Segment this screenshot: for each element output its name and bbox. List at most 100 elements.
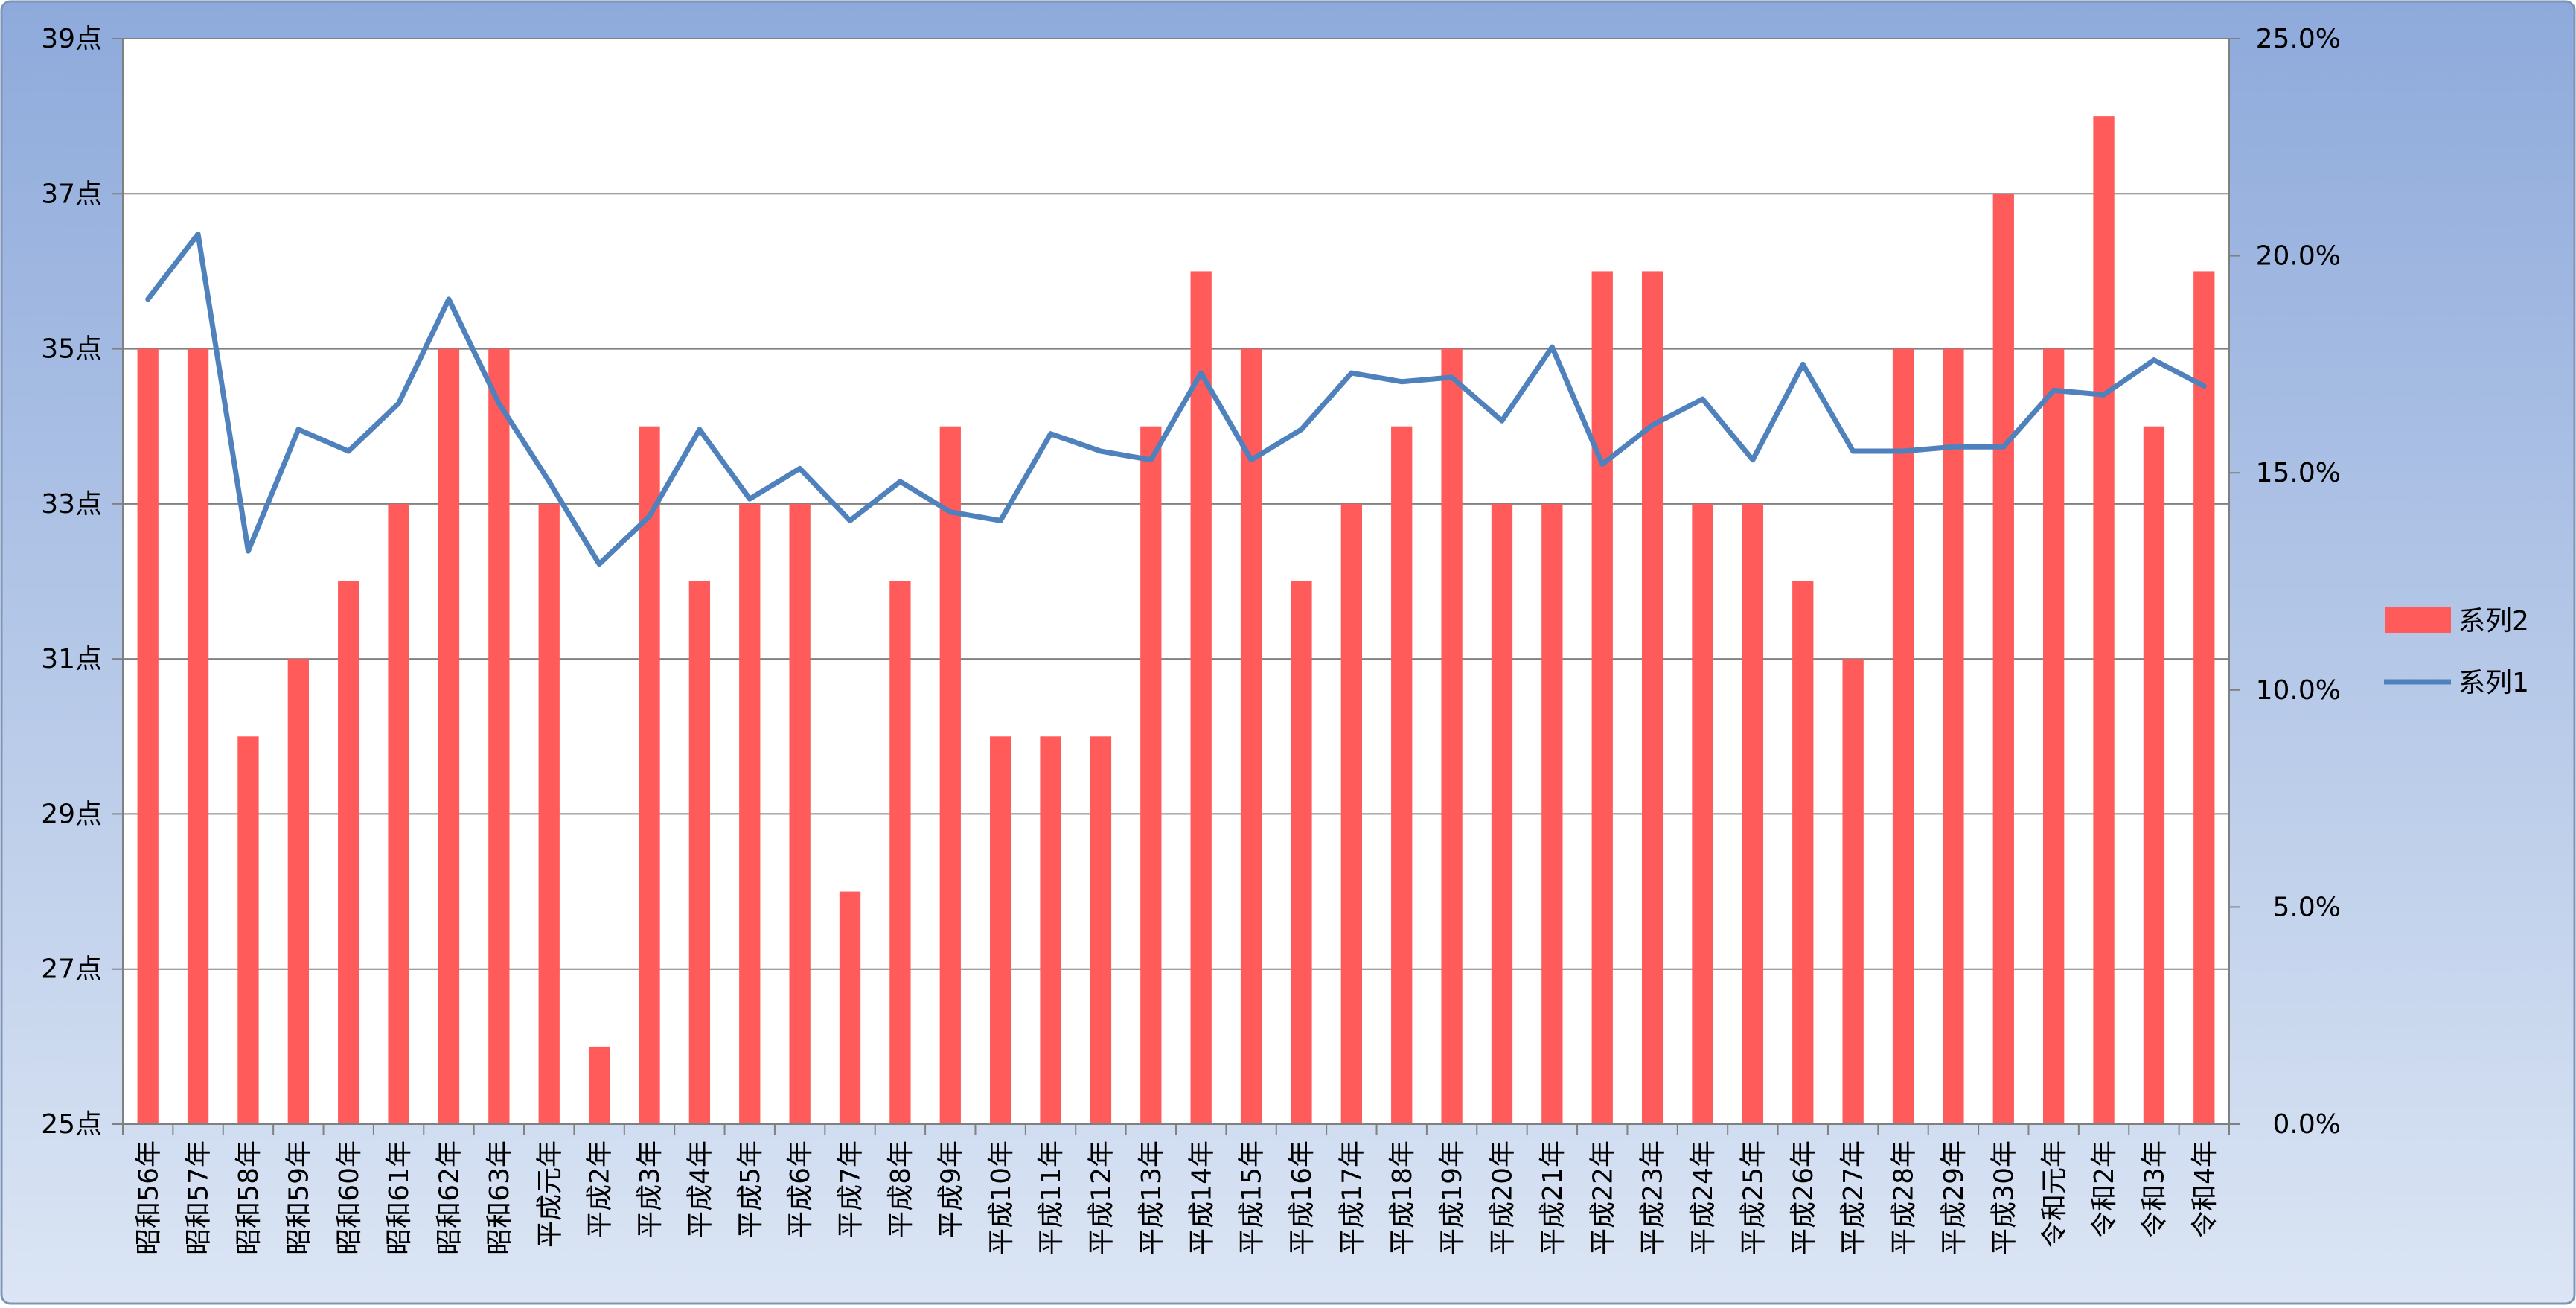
line-point — [548, 480, 550, 482]
legend-label: 系列1 — [2458, 668, 2529, 698]
x-tick-label: 令和4年 — [2190, 1140, 2220, 1238]
x-tick-label: 平成22年 — [1588, 1140, 1618, 1255]
line-point — [1601, 463, 1603, 465]
x-axis-ticks: 昭和56年 昭和57年 昭和58年 昭和59年 昭和60年 昭和61年 昭和62年 昭和63年… — [122, 1124, 2230, 1255]
line-point — [1902, 450, 1905, 453]
x-tick-label: 平成30年 — [1989, 1140, 2019, 1255]
line-point — [2002, 446, 2004, 448]
bar — [688, 581, 711, 1124]
bar — [1090, 736, 1112, 1124]
bar — [2193, 271, 2215, 1124]
x-tick-label: 令和3年 — [2140, 1140, 2170, 1238]
line-point — [1350, 372, 1352, 374]
bar — [1190, 271, 1212, 1124]
x-tick-label: 平成21年 — [1538, 1140, 1568, 1255]
bar — [1992, 194, 2014, 1125]
legend: 系列2 系列1 — [2384, 606, 2529, 698]
right-axis-ticks: 0.0% 5.0% 10.0% 15.0% 20.0% 25.0% — [2229, 24, 2341, 1140]
bar — [1040, 736, 1061, 1124]
x-tick-label: 平成17年 — [1337, 1140, 1367, 1255]
x-tick-label: 平成23年 — [1638, 1140, 1669, 1255]
left-tick-label: 29点 — [41, 799, 102, 829]
plot-area — [123, 39, 2229, 1124]
line-point — [1802, 363, 1804, 366]
x-tick-label: 平成2年 — [585, 1140, 616, 1238]
x-tick-label: 平成27年 — [1838, 1140, 1869, 1255]
x-tick-label: 平成29年 — [1939, 1140, 1969, 1255]
bar — [137, 348, 159, 1125]
line-point — [949, 511, 951, 513]
right-tick-label: 20.0% — [2256, 241, 2341, 272]
line-series — [145, 231, 2207, 567]
bar — [388, 503, 409, 1124]
bar — [438, 348, 460, 1125]
x-tick-label: 平成24年 — [1688, 1140, 1719, 1255]
line-point — [1300, 428, 1303, 430]
line-point — [1099, 450, 1102, 453]
line-point — [648, 515, 651, 517]
line-point — [1701, 398, 1704, 401]
bar — [1391, 426, 1413, 1124]
bar — [237, 736, 259, 1124]
line-point — [1652, 424, 1654, 427]
bar — [1943, 348, 1964, 1125]
x-tick-label: 令和2年 — [2089, 1140, 2120, 1238]
line-point — [197, 233, 199, 235]
bar — [1140, 426, 1162, 1124]
line-point — [1401, 380, 1403, 383]
bar — [889, 581, 911, 1124]
bar — [1491, 503, 1513, 1124]
bar — [2143, 426, 2165, 1124]
bar — [1441, 348, 1463, 1125]
left-axis-ticks: 25点 27点 29点 31点 33点 35点 37点 39点 — [41, 24, 123, 1140]
line-point — [1952, 446, 1955, 448]
line-point — [1000, 520, 1002, 522]
bar — [1291, 581, 1312, 1124]
left-tick-label: 35点 — [41, 334, 102, 365]
line-point — [799, 468, 801, 470]
x-tick-label: 平成25年 — [1738, 1140, 1768, 1255]
line-point — [147, 298, 149, 300]
left-tick-label: 39点 — [41, 24, 102, 54]
x-tick-label: 平成6年 — [785, 1140, 816, 1238]
right-tick-label: 25.0% — [2256, 24, 2341, 54]
bar — [1692, 503, 1713, 1124]
x-tick-label: 昭和60年 — [334, 1140, 365, 1255]
line-point — [598, 563, 601, 565]
x-tick-label: 平成9年 — [936, 1140, 966, 1238]
line-point — [1200, 372, 1202, 374]
x-tick-label: 昭和58年 — [234, 1140, 264, 1255]
line-point — [498, 402, 500, 404]
bar — [1792, 581, 1814, 1124]
x-tick-label: 平成28年 — [1889, 1140, 1920, 1255]
line-point — [397, 402, 400, 404]
line-point — [698, 428, 700, 430]
bar — [338, 581, 359, 1124]
x-tick-label: 平成12年 — [1087, 1140, 1117, 1255]
bar — [990, 736, 1011, 1124]
x-tick-label: 平成3年 — [635, 1140, 665, 1238]
bar-series — [137, 116, 2215, 1125]
bar — [1591, 271, 1613, 1124]
x-tick-label: 昭和61年 — [384, 1140, 415, 1255]
right-tick-label: 5.0% — [2273, 892, 2341, 922]
bar — [1641, 271, 1663, 1124]
x-tick-label: 平成19年 — [1437, 1140, 1468, 1255]
x-tick-label: 平成4年 — [685, 1140, 715, 1238]
legend-label: 系列2 — [2458, 606, 2529, 637]
line-point — [849, 520, 851, 522]
left-tick-label: 27点 — [41, 954, 102, 985]
line-point — [297, 428, 299, 430]
line-point — [1751, 459, 1754, 461]
bar — [538, 503, 560, 1124]
x-tick-label: 平成7年 — [836, 1140, 866, 1238]
right-tick-label: 15.0% — [2256, 458, 2341, 488]
bar — [939, 426, 961, 1124]
x-tick-label: 昭和62年 — [435, 1140, 465, 1255]
x-tick-label: 平成20年 — [1488, 1140, 1518, 1255]
x-tick-label: 昭和59年 — [284, 1140, 314, 1255]
x-tick-label: 昭和56年 — [133, 1140, 164, 1255]
bar — [789, 503, 811, 1124]
